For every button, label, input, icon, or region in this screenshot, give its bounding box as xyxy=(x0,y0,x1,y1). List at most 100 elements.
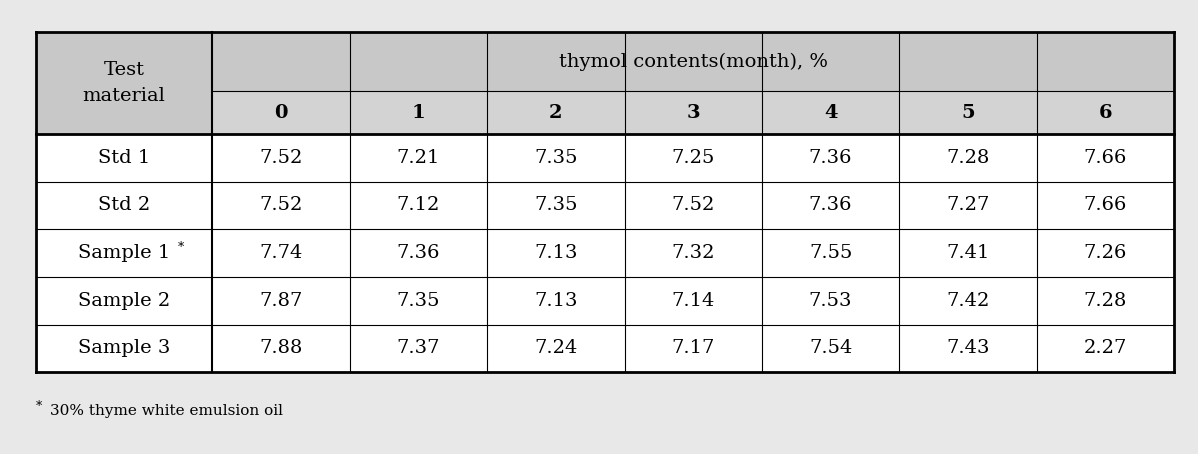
Text: 7.66: 7.66 xyxy=(1084,197,1127,214)
Bar xyxy=(212,182,350,229)
Text: 7.74: 7.74 xyxy=(259,244,303,262)
Bar xyxy=(488,134,624,182)
Bar xyxy=(488,91,624,134)
Bar xyxy=(900,91,1036,134)
Bar xyxy=(900,277,1036,325)
Text: 7.28: 7.28 xyxy=(946,149,990,167)
Bar xyxy=(1036,182,1174,229)
Text: 6: 6 xyxy=(1099,104,1112,122)
Bar xyxy=(762,325,900,372)
Bar xyxy=(1036,277,1174,325)
Bar xyxy=(762,134,900,182)
Bar xyxy=(624,134,762,182)
Text: 7.42: 7.42 xyxy=(946,292,990,310)
Bar xyxy=(350,229,488,277)
Bar xyxy=(36,134,212,182)
Text: 7.36: 7.36 xyxy=(809,149,852,167)
Bar xyxy=(762,229,900,277)
Text: Sample 1: Sample 1 xyxy=(78,244,170,262)
Text: 7.52: 7.52 xyxy=(672,197,715,214)
Text: 7.17: 7.17 xyxy=(672,340,715,357)
Text: 7.52: 7.52 xyxy=(259,197,303,214)
Bar xyxy=(1036,134,1174,182)
Text: 7.13: 7.13 xyxy=(534,292,577,310)
Text: 7.21: 7.21 xyxy=(397,149,440,167)
Bar xyxy=(900,182,1036,229)
Bar xyxy=(350,91,488,134)
Bar xyxy=(488,182,624,229)
Text: 7.28: 7.28 xyxy=(1084,292,1127,310)
Text: 1: 1 xyxy=(412,104,425,122)
Bar xyxy=(350,277,488,325)
Text: 3: 3 xyxy=(686,104,700,122)
Text: 7.41: 7.41 xyxy=(946,244,990,262)
Text: 7.13: 7.13 xyxy=(534,244,577,262)
Text: *: * xyxy=(36,400,42,413)
Text: 7.37: 7.37 xyxy=(397,340,440,357)
Bar xyxy=(624,182,762,229)
Bar xyxy=(762,277,900,325)
Text: 5: 5 xyxy=(961,104,975,122)
Text: 7.43: 7.43 xyxy=(946,340,990,357)
Bar xyxy=(36,277,212,325)
Text: 7.36: 7.36 xyxy=(397,244,440,262)
Bar xyxy=(350,182,488,229)
Bar xyxy=(762,91,900,134)
Bar xyxy=(212,325,350,372)
Text: 7.26: 7.26 xyxy=(1084,244,1127,262)
Bar xyxy=(624,229,762,277)
Text: Sample 2: Sample 2 xyxy=(78,292,170,310)
Bar xyxy=(900,229,1036,277)
Bar xyxy=(624,325,762,372)
Text: 7.25: 7.25 xyxy=(672,149,715,167)
Bar xyxy=(212,134,350,182)
Text: 0: 0 xyxy=(274,104,288,122)
Bar xyxy=(36,32,212,134)
Bar xyxy=(900,325,1036,372)
Bar xyxy=(212,229,350,277)
Text: 2.27: 2.27 xyxy=(1084,340,1127,357)
Text: 7.87: 7.87 xyxy=(259,292,303,310)
Bar xyxy=(1036,91,1174,134)
Text: 7.53: 7.53 xyxy=(809,292,852,310)
Bar xyxy=(350,325,488,372)
Bar xyxy=(212,32,1174,91)
Text: 7.52: 7.52 xyxy=(259,149,303,167)
Bar xyxy=(350,134,488,182)
Text: 7.88: 7.88 xyxy=(259,340,303,357)
Bar xyxy=(1036,325,1174,372)
Bar xyxy=(1036,229,1174,277)
Bar xyxy=(624,91,762,134)
Text: 30% thyme white emulsion oil: 30% thyme white emulsion oil xyxy=(50,404,283,418)
Bar xyxy=(212,91,350,134)
Text: 7.27: 7.27 xyxy=(946,197,990,214)
Text: 7.55: 7.55 xyxy=(809,244,852,262)
Text: Sample 3: Sample 3 xyxy=(78,340,170,357)
Bar xyxy=(762,182,900,229)
Bar xyxy=(488,325,624,372)
Bar xyxy=(900,134,1036,182)
Bar xyxy=(36,182,212,229)
Text: Test
material: Test material xyxy=(83,61,165,105)
Text: Std 2: Std 2 xyxy=(98,197,150,214)
Text: *: * xyxy=(179,241,184,254)
Bar xyxy=(36,325,212,372)
Text: thymol contents(month), %: thymol contents(month), % xyxy=(558,53,828,71)
Bar xyxy=(212,277,350,325)
Text: 7.35: 7.35 xyxy=(397,292,440,310)
Bar xyxy=(624,277,762,325)
Text: 7.32: 7.32 xyxy=(671,244,715,262)
Text: 7.36: 7.36 xyxy=(809,197,852,214)
Text: 7.12: 7.12 xyxy=(397,197,440,214)
Text: Std 1: Std 1 xyxy=(98,149,150,167)
Text: 7.54: 7.54 xyxy=(809,340,852,357)
Text: 7.35: 7.35 xyxy=(534,197,577,214)
Text: 7.24: 7.24 xyxy=(534,340,577,357)
Text: 4: 4 xyxy=(824,104,837,122)
Bar xyxy=(36,229,212,277)
Bar xyxy=(488,229,624,277)
Text: 7.14: 7.14 xyxy=(672,292,715,310)
Bar xyxy=(488,277,624,325)
Text: 7.35: 7.35 xyxy=(534,149,577,167)
Text: 7.66: 7.66 xyxy=(1084,149,1127,167)
